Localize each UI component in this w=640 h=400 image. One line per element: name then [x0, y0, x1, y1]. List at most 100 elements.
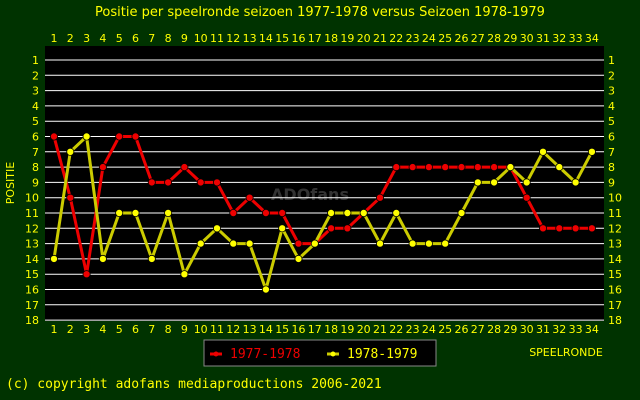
y-tick-label-left: 2: [32, 69, 39, 82]
x-tick-label-bottom: 10: [194, 323, 208, 336]
data-point: [392, 208, 401, 217]
y-tick-label-left: 4: [32, 100, 39, 113]
y-tick-label-left: 15: [25, 268, 39, 281]
data-point: [196, 178, 205, 187]
x-tick-labels: 1122334455667788991010111112121313141415…: [51, 32, 599, 336]
x-tick-label-top: 12: [226, 32, 240, 45]
y-tick-label-right: 12: [608, 222, 622, 235]
data-point: [539, 147, 548, 156]
copyright-text: (c) copyright adofans mediaproductions 2…: [6, 377, 382, 392]
y-tick-label-right: 16: [608, 284, 622, 297]
x-tick-label-top: 8: [165, 32, 172, 45]
x-tick-label-top: 13: [243, 32, 257, 45]
x-tick-label-bottom: 7: [148, 323, 155, 336]
legend-swatch-marker: [213, 351, 219, 357]
data-point: [587, 147, 596, 156]
x-tick-label-top: 24: [422, 32, 436, 45]
data-point: [441, 163, 450, 172]
x-tick-label-bottom: 12: [226, 323, 240, 336]
x-tick-label-top: 11: [210, 32, 224, 45]
x-tick-label-bottom: 3: [83, 323, 90, 336]
y-tick-label-right: 9: [608, 176, 615, 189]
y-tick-label-right: 11: [608, 207, 622, 220]
data-point: [343, 208, 352, 217]
data-point: [473, 178, 482, 187]
y-tick-label-left: 3: [32, 85, 39, 98]
y-tick-label-left: 18: [25, 314, 39, 327]
data-point: [82, 132, 91, 141]
legend-label: 1978-1979: [347, 347, 417, 362]
x-tick-label-top: 31: [536, 32, 550, 45]
data-point: [555, 224, 564, 233]
data-point: [164, 178, 173, 187]
x-tick-label-top: 28: [487, 32, 501, 45]
data-point: [571, 224, 580, 233]
y-tick-label-right: 2: [608, 69, 615, 82]
x-tick-label-top: 34: [585, 32, 599, 45]
data-point: [375, 193, 384, 202]
y-tick-label-right: 14: [608, 253, 622, 266]
x-tick-label-top: 26: [455, 32, 469, 45]
data-point: [180, 270, 189, 279]
grid: [45, 59, 604, 321]
data-point: [408, 163, 417, 172]
legend: [203, 339, 437, 367]
x-tick-label-bottom: 27: [471, 323, 485, 336]
data-point: [229, 239, 238, 248]
x-tick-label-top: 25: [438, 32, 452, 45]
x-tick-label-bottom: 34: [585, 323, 599, 336]
data-point: [212, 224, 221, 233]
data-point: [98, 254, 107, 263]
x-tick-label-bottom: 1: [51, 323, 58, 336]
y-tick-label-right: 7: [608, 146, 615, 159]
data-point: [180, 163, 189, 172]
data-point: [457, 208, 466, 217]
legend-items: 1977-1978 1978-1979: [210, 347, 417, 362]
x-tick-label-bottom: 28: [487, 323, 501, 336]
x-tick-label-top: 27: [471, 32, 485, 45]
data-point: [490, 163, 499, 172]
y-tick-label-right: 15: [608, 268, 622, 281]
y-tick-label-right: 10: [608, 192, 622, 205]
data-point: [473, 163, 482, 172]
x-tick-label-bottom: 18: [324, 323, 338, 336]
y-tick-label-left: 14: [25, 253, 39, 266]
y-axis-label: POSITIE: [4, 162, 17, 204]
x-tick-label-bottom: 29: [503, 323, 517, 336]
x-tick-label-bottom: 26: [455, 323, 469, 336]
data-point: [294, 254, 303, 263]
series: [50, 132, 596, 294]
y-tick-label-right: 13: [608, 238, 622, 251]
data-point: [522, 193, 531, 202]
x-tick-label-bottom: 31: [536, 323, 550, 336]
series-1978-1979: [50, 132, 596, 294]
x-tick-label-top: 20: [357, 32, 371, 45]
x-tick-label-top: 32: [552, 32, 566, 45]
x-tick-label-top: 33: [569, 32, 583, 45]
y-tick-label-right: 17: [608, 299, 622, 312]
plot-area: [45, 46, 604, 321]
y-tick-label-right: 6: [608, 131, 615, 144]
data-point: [408, 239, 417, 248]
x-tick-label-bottom: 25: [438, 323, 452, 336]
x-tick-label-bottom: 30: [520, 323, 534, 336]
x-tick-label-bottom: 14: [259, 323, 273, 336]
data-point: [424, 163, 433, 172]
data-point: [539, 224, 548, 233]
x-tick-label-top: 6: [132, 32, 139, 45]
x-tick-label-top: 5: [116, 32, 123, 45]
y-tick-label-left: 9: [32, 176, 39, 189]
data-point: [50, 254, 59, 263]
x-tick-label-bottom: 23: [406, 323, 420, 336]
data-point: [327, 208, 336, 217]
x-tick-label-bottom: 20: [357, 323, 371, 336]
y-tick-label-left: 7: [32, 146, 39, 159]
data-point: [457, 163, 466, 172]
watermark: ADOfans: [271, 185, 349, 204]
y-tick-label-left: 5: [32, 115, 39, 128]
x-tick-label-bottom: 19: [340, 323, 354, 336]
data-point: [147, 254, 156, 263]
x-tick-label-bottom: 33: [569, 323, 583, 336]
data-point: [359, 208, 368, 217]
